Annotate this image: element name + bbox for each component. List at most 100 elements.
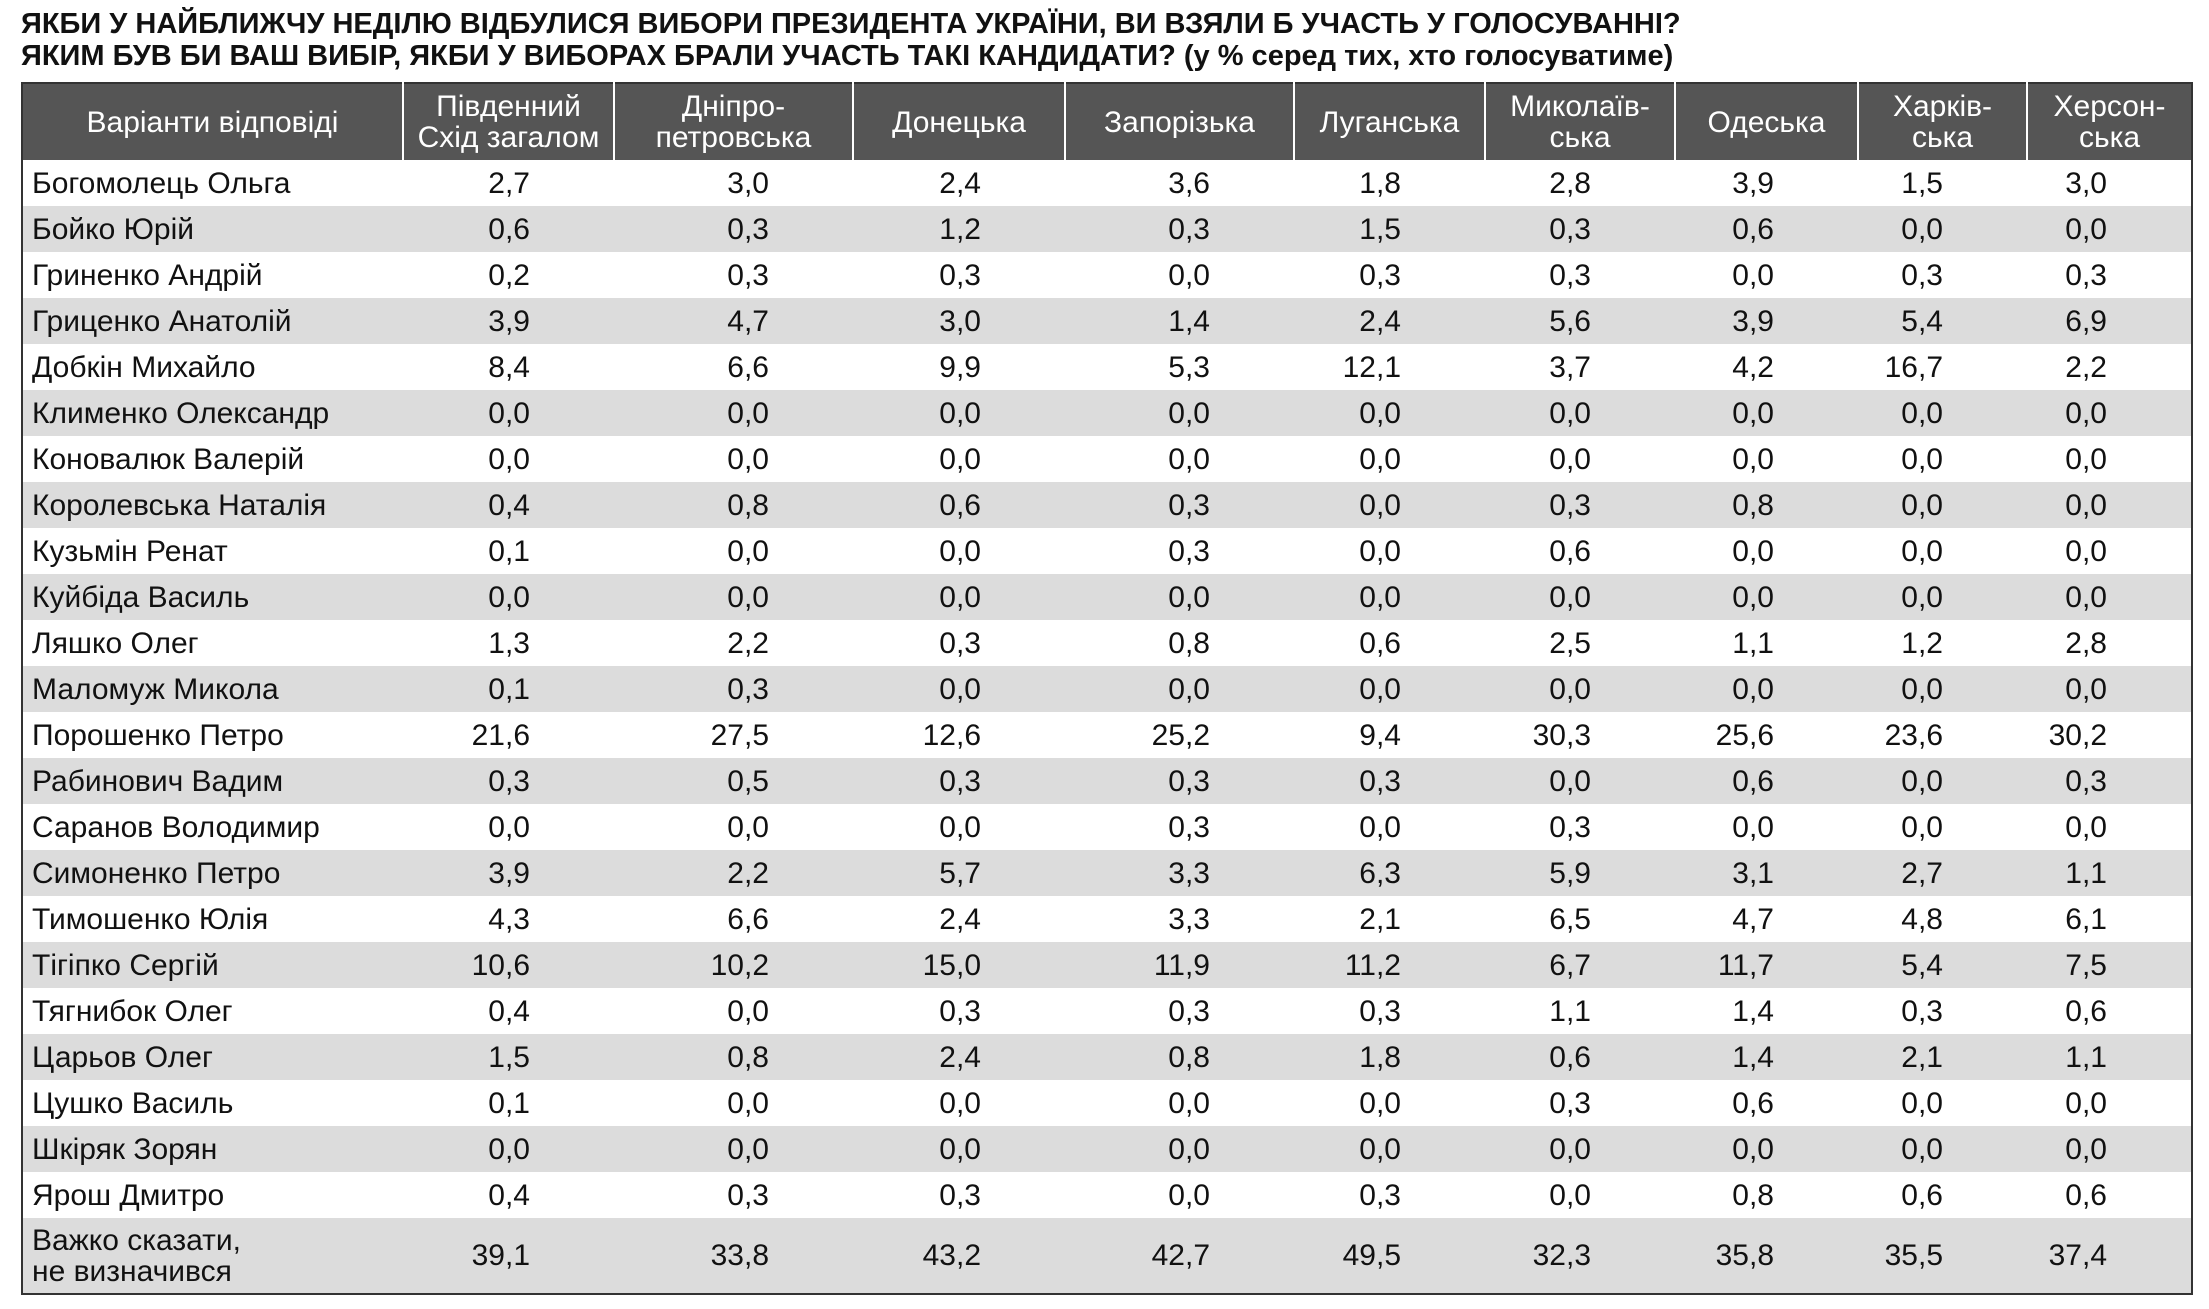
table-row: Кузьмін Ренат 0,1 0,0 0,0 0,3 0,0 0,6 0,0 0,0 0,0 — [22, 528, 2192, 574]
value-cell: 1,1 — [2027, 850, 2192, 896]
value-cell: 0,0 — [2065, 534, 2107, 568]
value-cell: 30,2 — [2048, 718, 2107, 752]
value-cell: 3,0 — [2065, 166, 2107, 200]
table-row: Тягнибок Олег 0,4 0,0 0,3 0,3 0,3 1,1 1,4 0,3 0,6 — [22, 988, 2192, 1034]
value-cell: 6,6 — [727, 350, 769, 384]
value-cell: 1,1 — [1732, 626, 1774, 660]
value-cell: 0,0 — [1858, 1126, 2027, 1172]
title: ЯКБИ У НАЙБЛИЖЧУ НЕДІЛЮ ВІДБУЛИСЯ ВИБОРИ… — [21, 8, 1681, 72]
header-row: Варіанти відповіді Південний Схід загалом… — [22, 83, 2192, 160]
value-cell: 30,3 — [1532, 718, 1591, 752]
value-cell: 3,7 — [1549, 350, 1591, 384]
value-cell: 0,0 — [1549, 442, 1591, 476]
value-cell: 0,0 — [1485, 390, 1675, 436]
value-cell: 0,4 — [488, 1178, 530, 1212]
value-cell: 2,4 — [1294, 298, 1485, 344]
value-cell: 0,0 — [1485, 666, 1675, 712]
value-cell: 3,3 — [1065, 850, 1294, 896]
value-cell: 0,0 — [1168, 1086, 1210, 1120]
value-cell: 0,3 — [727, 1178, 769, 1212]
value-cell: 0,0 — [1485, 758, 1675, 804]
value-cell: 0,0 — [1675, 574, 1858, 620]
value-cell: 0,3 — [853, 758, 1065, 804]
value-cell: 0,3 — [1549, 258, 1591, 292]
value-cell: 2,4 — [939, 166, 981, 200]
value-cell: 0,6 — [2065, 1178, 2107, 1212]
value-cell: 3,3 — [1168, 902, 1210, 936]
value-cell: 3,9 — [403, 850, 614, 896]
header-cell: Херсон- ська — [2026, 83, 2192, 160]
value-cell: 0,0 — [1294, 574, 1485, 620]
value-cell: 0,0 — [1675, 666, 1858, 712]
value-cell: 0,3 — [1065, 482, 1294, 528]
value-cell: 0,0 — [1858, 482, 2027, 528]
value-cell: 0,0 — [1732, 534, 1774, 568]
value-cell: 0,0 — [403, 1126, 614, 1172]
answer-cell: Тимошенко Юлія — [32, 902, 269, 936]
header-cell: Одеська — [1674, 83, 1858, 160]
value-cell: 0,0 — [403, 390, 614, 436]
answer-cell: Маломуж Микола — [22, 666, 403, 712]
table-row: Важко сказати, не визначився 39,1 33,8 43,2… — [22, 1218, 2192, 1294]
answer-cell: Бойко Юрій — [22, 206, 403, 252]
value-cell: 0,0 — [614, 1126, 853, 1172]
value-cell: 0,6 — [1675, 758, 1858, 804]
value-cell: 0,0 — [939, 442, 981, 476]
value-cell: 0,3 — [1549, 810, 1591, 844]
answer-cell: Ярош Дмитро — [32, 1178, 225, 1212]
value-cell: 15,0 — [853, 942, 1065, 988]
value-cell: 0,0 — [939, 810, 981, 844]
value-cell: 0,0 — [1732, 442, 1774, 476]
header-cell: Миколаїв- ська — [1484, 83, 1675, 160]
value-cell: 6,1 — [2065, 902, 2107, 936]
value-cell: 0,8 — [614, 482, 853, 528]
table-row: Цушко Василь 0,1 0,0 0,0 0,0 0,0 0,3 0,6 0,0 0,0 — [22, 1080, 2192, 1126]
table-row: Ляшко Олег 1,3 2,2 0,3 0,8 0,6 2,5 1,1 1,2 2,8 — [22, 620, 2192, 666]
value-cell: 0,0 — [614, 574, 853, 620]
value-cell: 2,8 — [2065, 626, 2107, 660]
value-cell: 0,0 — [727, 1086, 769, 1120]
value-cell: 0,0 — [1901, 1086, 1943, 1120]
value-cell: 2,2 — [727, 626, 769, 660]
value-cell: 0,3 — [1901, 258, 1943, 292]
value-cell: 0,3 — [727, 258, 769, 292]
value-cell: 0,8 — [1732, 1178, 1774, 1212]
value-cell: 0,3 — [939, 1178, 981, 1212]
value-cell: 0,0 — [1294, 1126, 1485, 1172]
value-cell: 0,3 — [1901, 994, 1943, 1028]
value-cell: 4,7 — [1732, 902, 1774, 936]
value-cell: 23,6 — [1884, 718, 1943, 752]
value-cell: 0,0 — [488, 810, 530, 844]
value-cell: 0,8 — [1168, 626, 1210, 660]
value-cell: 0,1 — [488, 1086, 530, 1120]
value-cell: 0,4 — [488, 994, 530, 1028]
value-cell: 0,3 — [1485, 206, 1675, 252]
value-cell: 0,3 — [2027, 758, 2192, 804]
value-cell: 0,6 — [1359, 626, 1401, 660]
value-cell: 0,0 — [853, 666, 1065, 712]
answer-cell: Богомолець Ольга — [32, 166, 291, 200]
value-cell: 0,0 — [1168, 258, 1210, 292]
value-cell: 1,2 — [853, 206, 1065, 252]
answer-cell: Порошенко Петро — [32, 718, 284, 752]
value-cell: 0,0 — [1065, 1126, 1294, 1172]
value-cell: 2,8 — [1549, 166, 1591, 200]
title-line: ЯКИМ БУВ БИ ВАШ ВИБІР, ЯКБИ У ВИБОРАХ БР… — [21, 40, 1674, 72]
value-cell: 0,3 — [614, 666, 853, 712]
answer-cell: Королевська Наталія — [22, 482, 403, 528]
value-cell: 0,8 — [1675, 482, 1858, 528]
header-cell: Дніпро- петровська — [613, 83, 853, 160]
value-cell: 0,1 — [488, 534, 530, 568]
value-cell: 2,2 — [614, 850, 853, 896]
value-cell: 0,3 — [1359, 258, 1401, 292]
value-cell: 5,9 — [1485, 850, 1675, 896]
value-cell: 0,0 — [1858, 390, 2027, 436]
value-cell: 0,0 — [1732, 258, 1774, 292]
answer-cell: Шкіряк Зорян — [22, 1126, 403, 1172]
answer-cell: Важко сказати, не визначився — [22, 1218, 403, 1294]
value-cell: 0,3 — [1359, 994, 1401, 1028]
table-row: Коновалюк Валерій 0,0 0,0 0,0 0,0 0,0 0,0 0,0 0,… — [22, 436, 2192, 482]
value-cell: 0,0 — [2065, 810, 2107, 844]
value-cell: 0,0 — [727, 442, 769, 476]
